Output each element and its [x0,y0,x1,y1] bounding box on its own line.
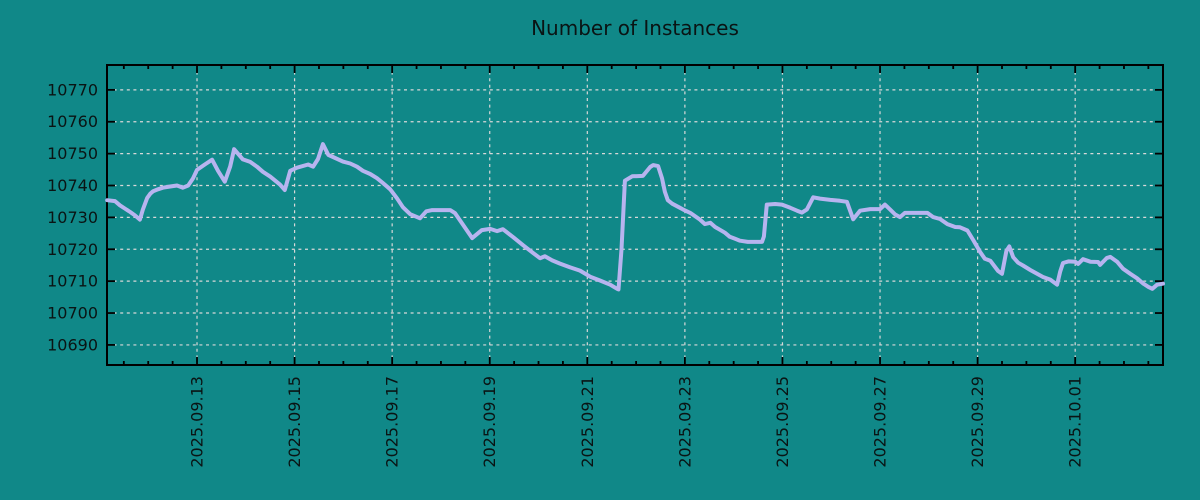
y-tick-label: 10690 [47,335,98,354]
y-tick-label: 10770 [47,80,98,99]
y-tick-label: 10710 [47,272,98,291]
x-tick-label: 2025.10.01 [1066,376,1085,468]
x-tick-label: 2025.09.19 [480,376,499,468]
x-tick-label: 2025.09.21 [578,376,597,468]
x-tick-label: 2025.09.23 [675,376,694,468]
instances-series-line [105,142,1165,292]
x-tick-label: 2025.09.25 [773,376,792,468]
y-tick-label: 10700 [47,304,98,323]
chart-title: Number of Instances [531,16,739,40]
y-tick-label: 10740 [47,176,98,195]
x-tick-label: 2025.09.27 [871,376,890,468]
x-tick-label: 2025.09.17 [383,376,402,468]
y-tick-label: 10750 [47,144,98,163]
y-tick-label: 10730 [47,208,98,227]
x-tick-label: 2025.09.15 [285,376,304,468]
y-tick-label: 10720 [47,240,98,259]
x-tick-label: 2025.09.29 [968,376,987,468]
y-tick-label: 10760 [47,112,98,131]
x-tick-label: 2025.09.13 [188,376,207,468]
plot-border [106,64,1164,366]
